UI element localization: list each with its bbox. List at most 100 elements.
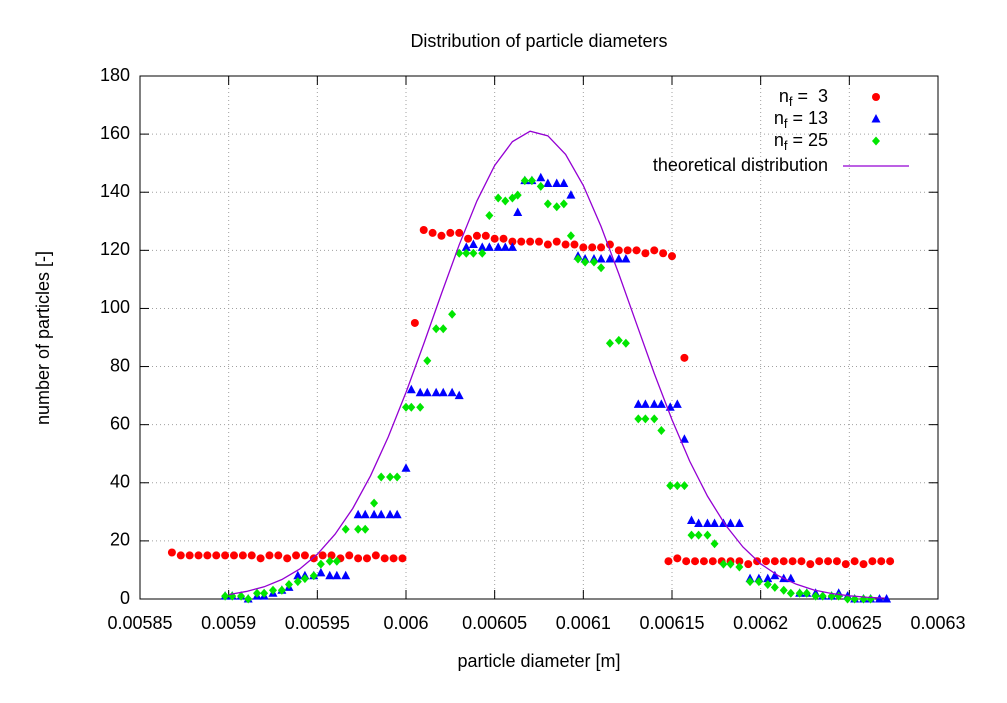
legend-label: nf = 3 [779,86,828,110]
data-point [309,571,318,581]
data-point [468,239,478,249]
data-point [763,579,772,589]
data-point [415,387,425,397]
data-point [300,574,309,584]
legend-swatch [871,114,881,123]
y-tick-label: 20 [110,530,130,550]
y-axis-label: number of particles [-] [33,251,53,425]
data-point [650,414,659,424]
data-point [386,472,395,482]
x-tick-label: 0.006 [383,613,428,633]
data-point [614,254,624,263]
y-tick-label: 160 [100,123,130,143]
data-point [779,557,788,566]
data-point [649,399,659,408]
data-point [377,472,386,482]
data-point [500,242,510,251]
data-point [401,463,411,472]
data-point [687,530,696,540]
data-point [552,178,562,188]
data-point [570,240,579,249]
data-point [770,582,779,592]
data-point [659,249,668,258]
data-point [633,399,643,408]
data-point [416,402,425,412]
data-point [770,557,779,566]
x-axis-label: particle diameter [m] [457,651,620,671]
data-point [277,585,286,595]
data-point [369,509,379,519]
x-tick-label: 0.0063 [910,613,965,633]
data-point [761,557,770,566]
data-point [597,243,606,252]
data-point [786,573,796,583]
data-point [501,196,510,206]
data-point [284,579,293,589]
data-point [536,181,545,191]
data-point [454,390,464,400]
data-point [484,242,494,251]
x-tick-label: 0.00625 [817,613,882,633]
data-point [526,237,535,246]
data-point [485,210,494,220]
data-point [341,570,351,580]
data-point [710,539,719,549]
data-point [167,548,176,557]
data-point [806,560,815,569]
data-point [494,193,503,203]
data-point [300,551,309,560]
data-point [623,246,632,255]
chart-title: Distribution of particle diameters [410,31,667,51]
data-point [824,557,833,566]
data-point [362,554,371,563]
data-point [744,560,753,569]
legend-label: nf = 13 [774,108,828,132]
data-point [325,556,334,566]
data-point [581,257,590,267]
data-point [406,384,416,394]
data-point [423,356,432,366]
data-point [561,240,570,249]
data-point [657,425,666,435]
data-point [679,434,689,443]
data-point [818,591,827,601]
data-point [596,254,606,263]
data-point [543,240,552,249]
data-point [754,577,763,587]
data-point [656,399,666,408]
data-point [341,524,350,534]
x-tick-label: 0.00605 [462,613,527,633]
data-point [640,399,650,408]
x-tick-label: 0.00595 [285,613,350,633]
data-point [763,573,773,583]
data-point [850,557,859,566]
data-point [746,577,755,587]
data-point [229,551,238,560]
data-point [393,472,402,482]
data-point [536,172,546,182]
data-point [621,338,630,348]
data-point [316,567,326,577]
data-point [354,554,363,563]
data-point [410,318,419,327]
data-point [293,570,303,580]
y-tick-label: 60 [110,413,130,433]
data-point [513,190,522,200]
data-point [726,559,735,569]
data-point [260,588,269,598]
data-point [448,309,457,319]
y-tick-label: 180 [100,65,130,85]
data-point [605,254,615,263]
data-point [579,243,588,252]
y-tick-label: 0 [120,588,130,608]
data-point [680,353,689,362]
data-point [589,257,598,267]
data-point [694,518,704,527]
data-point [446,228,455,237]
data-point [481,231,490,240]
data-point [779,585,788,595]
data-point [507,242,517,251]
data-point [422,387,432,397]
theory-line [228,130,885,599]
